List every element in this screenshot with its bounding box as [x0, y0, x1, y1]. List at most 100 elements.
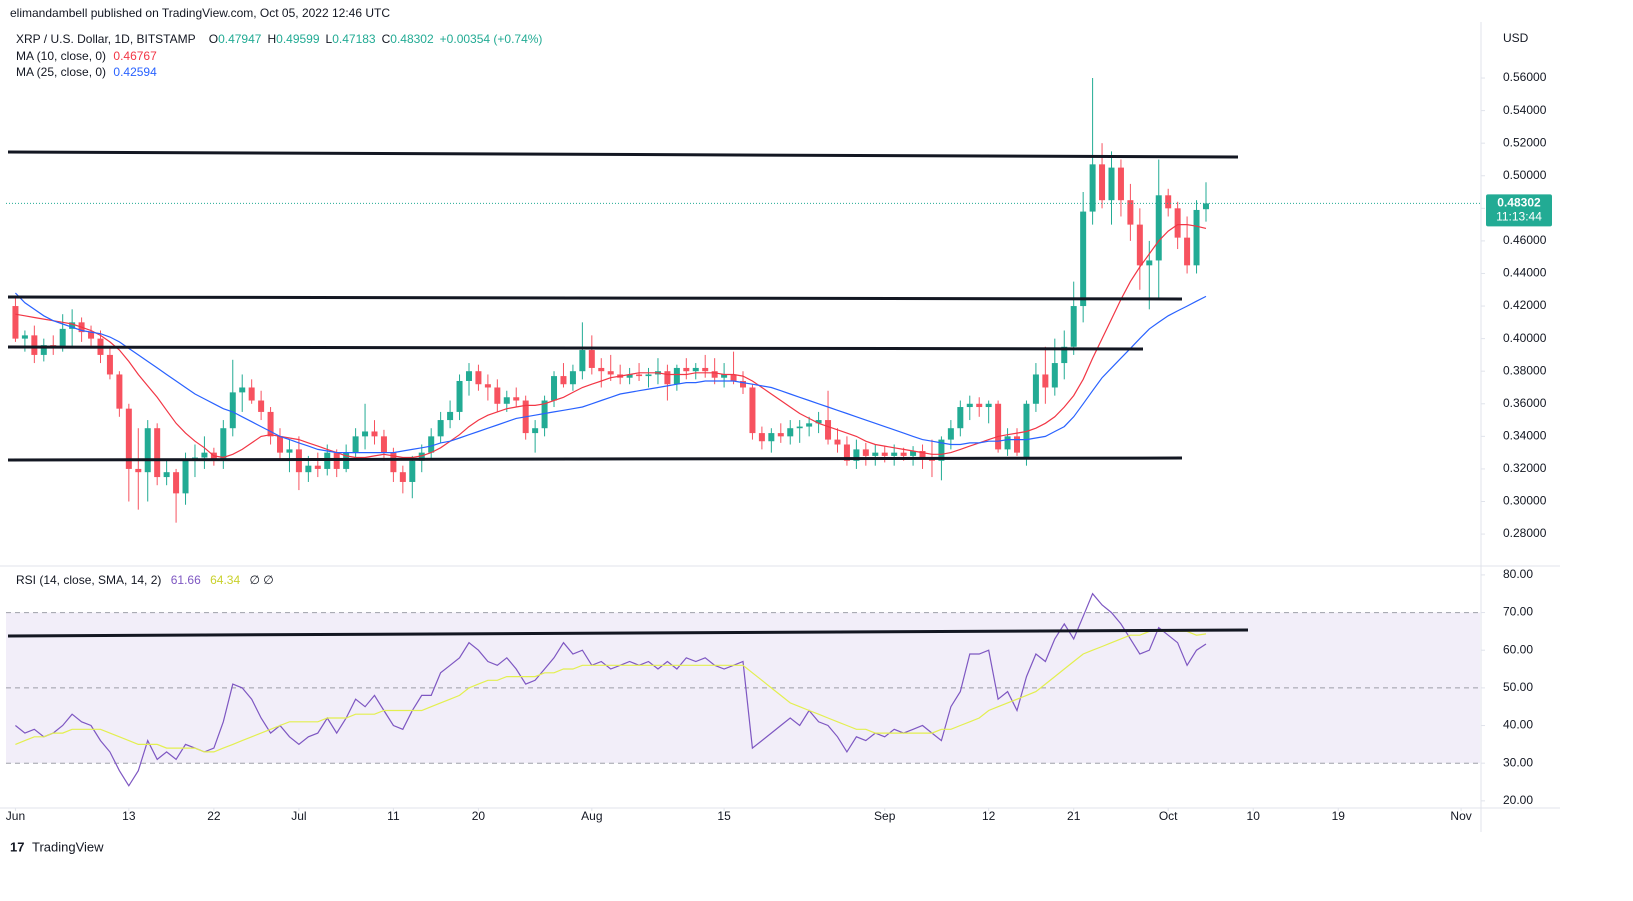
y-tick-label: 60.00: [1503, 642, 1533, 656]
candle-body: [154, 428, 161, 478]
candle-body: [277, 436, 284, 453]
y-tick-label: 0.44000: [1503, 266, 1547, 280]
candle-body: [1193, 209, 1200, 266]
candle-body: [1061, 346, 1068, 364]
y-tick-label: 0.32000: [1503, 461, 1547, 475]
candle-body: [1184, 237, 1191, 266]
candle-body: [371, 431, 378, 437]
currency: USD: [1503, 31, 1529, 45]
candle-body: [825, 420, 832, 440]
candle-body: [239, 387, 246, 393]
candle-body: [465, 371, 472, 381]
ohlc-value: 0.47183: [332, 32, 376, 46]
candle-body: [1051, 363, 1058, 388]
candle-body: [31, 335, 38, 355]
candle-body: [1042, 374, 1049, 388]
candle-body: [976, 403, 983, 408]
candle-body: [69, 322, 76, 329]
candle-body: [1117, 167, 1124, 201]
candle-body: [475, 371, 482, 385]
trend-line: [7, 456, 1183, 462]
ohlc-label: O: [209, 32, 218, 46]
candle-body: [418, 452, 425, 461]
candle-body: [692, 367, 699, 372]
x-tick-label: 15: [717, 809, 731, 823]
change: +0.00354 (+0.74%): [440, 32, 543, 46]
y-tick-label: 50.00: [1503, 680, 1533, 694]
line-series: [15, 592, 1207, 787]
candle-body: [636, 374, 643, 377]
candle-body: [1032, 374, 1039, 404]
rsi-name: RSI (14, close, SMA, 14, 2): [16, 573, 161, 587]
ohlc-value: 0.49599: [276, 32, 320, 46]
candle-body: [1174, 208, 1181, 238]
x-tick-label: Sep: [874, 809, 896, 823]
ohlc-label: L: [326, 32, 333, 46]
candle-body: [484, 384, 491, 388]
y-tick-label: 0.40000: [1503, 331, 1547, 345]
candle-body: [428, 436, 435, 453]
candle-body: [891, 452, 898, 456]
candle-body: [447, 411, 454, 421]
candle-body: [910, 451, 917, 456]
candle-body: [1080, 211, 1087, 307]
x-tick-label: Oct: [1159, 809, 1178, 823]
candle-body: [796, 426, 803, 429]
rsi-sma-value: 64.34: [210, 573, 240, 587]
logo-mark: 17: [10, 839, 24, 854]
candle-body: [305, 465, 312, 473]
candle-body: [258, 400, 265, 412]
ohlc-label: C: [382, 32, 391, 46]
candle-body: [163, 472, 170, 478]
line-series: [15, 224, 1207, 459]
candle-body: [503, 397, 510, 404]
ohlc-value: 0.47947: [218, 32, 262, 46]
rsi-legend: RSI (14, close, SMA, 14, 2) 61.66 64.34 …: [16, 573, 274, 587]
candle-body: [721, 374, 728, 378]
x-tick-label: 11: [387, 809, 400, 823]
candle-body: [59, 328, 66, 349]
candle-body: [768, 433, 775, 442]
trend-line: [7, 295, 1183, 301]
candle-body: [588, 350, 595, 368]
y-tick-label: 0.50000: [1503, 168, 1547, 182]
candle-body: [1108, 167, 1115, 201]
candle-body: [362, 431, 369, 437]
candle-body: [579, 350, 586, 372]
candle-body: [380, 436, 387, 453]
y-tick-label: 30.00: [1503, 755, 1533, 769]
candle-body: [740, 380, 746, 388]
candle-body: [928, 459, 935, 461]
y-tick-label: 0.30000: [1503, 494, 1547, 508]
candle-body: [664, 371, 671, 385]
ohlc-label: H: [267, 32, 276, 46]
ma-legend: MA (10, close, 0) 0.46767: [16, 49, 157, 63]
candle-body: [229, 392, 236, 429]
candle-body: [645, 374, 652, 377]
candle-body: [607, 371, 614, 375]
y-tick-label: 70.00: [1503, 605, 1533, 619]
candle-body: [900, 452, 907, 456]
candle-body: [390, 452, 397, 473]
candle-body: [125, 408, 132, 469]
candle-body: [787, 428, 794, 437]
candle-body: [1155, 195, 1162, 261]
rsi-value: 61.66: [171, 573, 201, 587]
ma-name: MA (25, close, 0): [16, 65, 106, 79]
ma-name: MA (10, close, 0): [16, 49, 106, 63]
candle-body: [1165, 195, 1172, 209]
ma-value: 0.42594: [113, 65, 157, 79]
candle-body: [210, 452, 217, 461]
candle-body: [919, 451, 926, 460]
candle-body: [88, 332, 95, 339]
logo: 17 TradingView: [10, 839, 104, 854]
candle-body: [957, 407, 964, 429]
y-tick-label: 0.54000: [1503, 103, 1547, 117]
candle-body: [947, 428, 954, 440]
candle-body: [106, 354, 113, 375]
candle-body: [938, 439, 945, 461]
candle-body: [286, 449, 293, 453]
x-tick-label: 13: [122, 809, 136, 823]
x-tick-label: 21: [1067, 809, 1081, 823]
